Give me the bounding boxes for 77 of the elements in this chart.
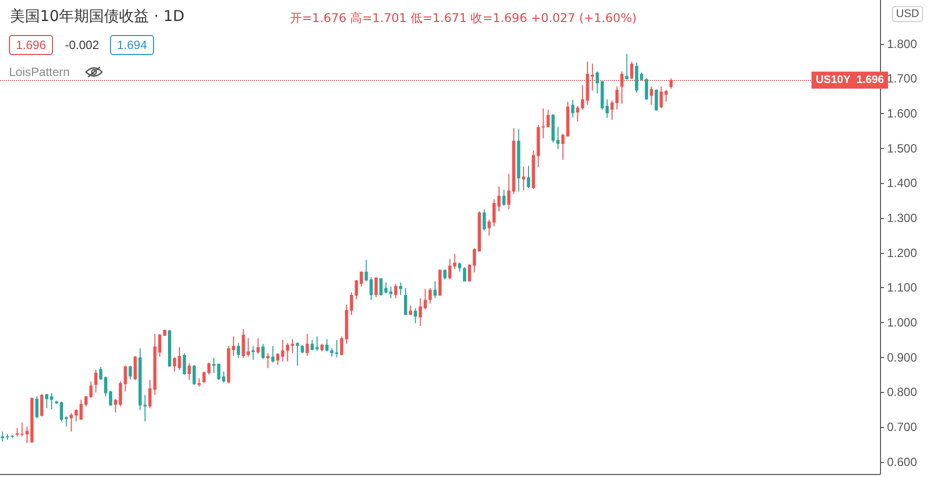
y-tick-label: 1.400: [887, 176, 918, 190]
candlestick: [306, 333, 309, 356]
candlestick: [462, 266, 466, 282]
candlestick: [571, 99, 574, 118]
candlestick: [202, 371, 206, 384]
candlestick: [172, 356, 176, 372]
candlestick: [128, 365, 132, 380]
text: 美国10年期国债收益 · 1D: [10, 7, 184, 26]
candlestick: [252, 345, 255, 360]
candlestick: [207, 362, 211, 376]
candlestick: [64, 416, 68, 428]
y-tick-label: 0.900: [887, 350, 918, 364]
candlestick: [124, 365, 127, 392]
candlestick: [192, 364, 196, 386]
candlestick: [350, 292, 354, 316]
candlestick: [443, 268, 447, 280]
candlestick: [399, 282, 402, 296]
candlestick: [526, 165, 530, 189]
y-tick-label: 1.300: [887, 211, 918, 226]
candlestick: [625, 53, 628, 80]
candlestick: [35, 396, 38, 419]
candlestick: [408, 305, 412, 316]
y-tick-label: 0.800: [887, 385, 918, 400]
annotation: 1.696: [9, 35, 54, 55]
candlestick: [134, 355, 137, 380]
candlestick: [118, 380, 122, 407]
text: USD: [892, 6, 924, 22]
candlestick: [404, 288, 408, 316]
candlestick: [414, 308, 418, 324]
annotation: -0.002: [65, 38, 100, 52]
y-tick-label: 1.500: [887, 141, 918, 156]
candlestick: [261, 343, 265, 360]
candlestick: [94, 369, 98, 394]
candlestick: [40, 393, 44, 418]
candlestick: [60, 401, 64, 422]
y-tick-label: 1.700: [887, 72, 918, 86]
candlestick: [290, 338, 294, 354]
candlestick: [654, 88, 658, 111]
candlestick: [468, 264, 472, 282]
candlestick: [650, 86, 653, 106]
candlestick: [296, 342, 300, 366]
y-tick-label: 0.700: [887, 420, 918, 434]
candlestick: [644, 78, 648, 100]
y-tick-label: 1.200: [887, 246, 918, 260]
text: 开=1.676 高=1.701 低=1.671 收=1.696 +0.027 (+1.60%): [290, 10, 637, 27]
y-tick-label: 1.800: [887, 36, 918, 51]
y-tick-label: 0.600: [887, 454, 918, 469]
candlestick: [232, 336, 236, 356]
candlestick: [256, 338, 260, 354]
annotation: 1.694: [110, 35, 154, 55]
candlestick: [84, 395, 88, 407]
candlestick: [497, 186, 501, 212]
y-tick-label: 1.000: [887, 316, 918, 330]
candlestick: [236, 342, 240, 359]
ref-line-label: US10Y 1.696: [816, 74, 884, 86]
candlestick: [374, 276, 378, 298]
annotation: LoisPattern: [9, 65, 70, 79]
candlestick: [143, 394, 147, 422]
candlestick: [482, 208, 486, 232]
candlestick: [394, 283, 398, 299]
candlestick: [89, 380, 93, 399]
candlestick: [148, 379, 152, 409]
candlestick: [556, 126, 560, 150]
candlestick: [428, 288, 432, 304]
candlestick: [615, 86, 619, 110]
candlestick: [178, 346, 182, 370]
candlestick: [379, 278, 383, 296]
candlestick: [182, 352, 186, 376]
candlestick: [458, 262, 462, 272]
candlestick: [25, 426, 29, 444]
y-tick-label: 1.100: [887, 280, 918, 295]
candlestick: [271, 345, 274, 364]
y-tick-label: 1.600: [887, 106, 918, 121]
candlestick: [522, 166, 526, 192]
candlestick: [502, 189, 506, 206]
candlestick: [610, 100, 614, 120]
candlestick: [188, 362, 191, 380]
